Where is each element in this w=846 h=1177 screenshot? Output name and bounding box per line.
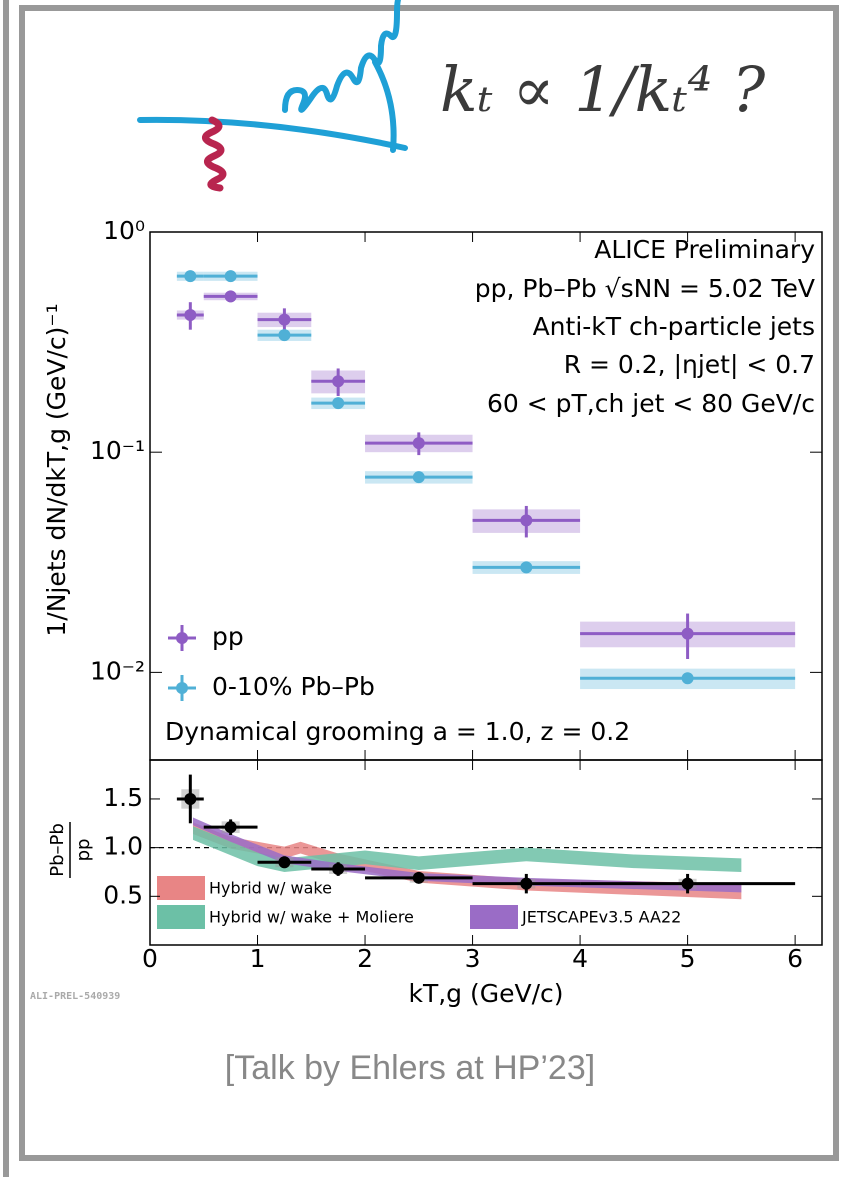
sketch-line xyxy=(137,116,408,151)
point xyxy=(224,290,237,303)
frame xyxy=(19,5,839,1161)
sketch-gluon xyxy=(282,0,401,113)
y-tick-label: 0.5 xyxy=(103,880,143,909)
point xyxy=(520,561,533,574)
x-tick-label: 1 xyxy=(250,944,266,973)
legend-marker xyxy=(176,682,188,694)
point xyxy=(224,270,237,283)
y-axis-label: Pb–Pb xyxy=(47,823,68,877)
annotation: 60 < pT,ch jet < 80 GeV/c xyxy=(487,389,815,418)
x-tick-label: 5 xyxy=(680,944,696,973)
point xyxy=(278,329,291,342)
point xyxy=(681,877,694,890)
point xyxy=(278,856,291,869)
point xyxy=(681,627,694,640)
point xyxy=(184,270,197,283)
legend-swatch xyxy=(157,905,205,929)
y-tick-label: 1.5 xyxy=(103,783,143,812)
legend-label: pp xyxy=(212,622,244,651)
annotation: Dynamical grooming a = 1.0, z = 0.2 xyxy=(165,717,630,746)
annotation: Anti-kT ch-particle jets xyxy=(533,312,815,341)
x-axis-label: kT,g (GeV/c) xyxy=(408,979,563,1008)
legend-marker xyxy=(176,632,188,644)
annotation: pp, Pb–Pb √sNN = 5.02 TeV xyxy=(475,274,815,303)
sketch xyxy=(137,0,408,192)
legend-swatch xyxy=(470,905,518,929)
point xyxy=(332,863,345,876)
point xyxy=(520,877,533,890)
y-tick-label: 1.0 xyxy=(103,832,143,861)
model-band xyxy=(193,826,742,872)
x-tick-label: 4 xyxy=(572,944,588,973)
point xyxy=(278,313,291,326)
x-tick-label: 3 xyxy=(465,944,481,973)
legend-label: Hybrid w/ wake + Moliere xyxy=(209,908,414,927)
x-tick-label: 0 xyxy=(142,944,158,973)
annotation: R = 0.2, |ηjet| < 0.7 xyxy=(564,350,815,379)
point xyxy=(412,471,425,484)
point xyxy=(332,375,345,388)
sketch-branch xyxy=(372,59,397,153)
y-axis-label: pp xyxy=(73,839,94,862)
figure-id: ALI-PREL-540939 xyxy=(30,991,120,1002)
x-tick-label: 6 xyxy=(787,944,803,973)
y-tick-label: 10⁰ xyxy=(103,216,145,245)
handwritten-note: kₜ ∝ 1/kₜ⁴ ? xyxy=(440,53,766,126)
y-tick-label: 10⁻¹ xyxy=(90,436,145,465)
point xyxy=(520,514,533,527)
point xyxy=(184,308,197,321)
panel-frame xyxy=(149,759,823,946)
annotation: ALICE Preliminary xyxy=(594,235,815,264)
point xyxy=(332,397,345,410)
legend-label: 0-10% Pb–Pb xyxy=(212,672,375,701)
point xyxy=(184,792,197,805)
point xyxy=(412,437,425,450)
y-tick-label: 10⁻² xyxy=(90,656,145,685)
point xyxy=(681,672,694,685)
legend-label: JETSCAPEv3.5 AA22 xyxy=(521,908,681,927)
y-axis-label: 1/Njets dN/dkT,g (GeV/c)⁻¹ xyxy=(42,303,71,636)
plot: 10⁰ 10⁻¹ 10⁻² pp 0-10% Pb–Pb ALICE Preliminar… xyxy=(42,216,823,1008)
point xyxy=(224,821,237,834)
point xyxy=(412,871,425,884)
x-tick-label: 2 xyxy=(357,944,373,973)
legend-label: Hybrid w/ wake xyxy=(209,879,332,898)
sketch-coil xyxy=(202,116,227,192)
footer: [Talk by Ehlers at HP’23] xyxy=(225,1049,595,1087)
legend-swatch xyxy=(157,876,205,900)
